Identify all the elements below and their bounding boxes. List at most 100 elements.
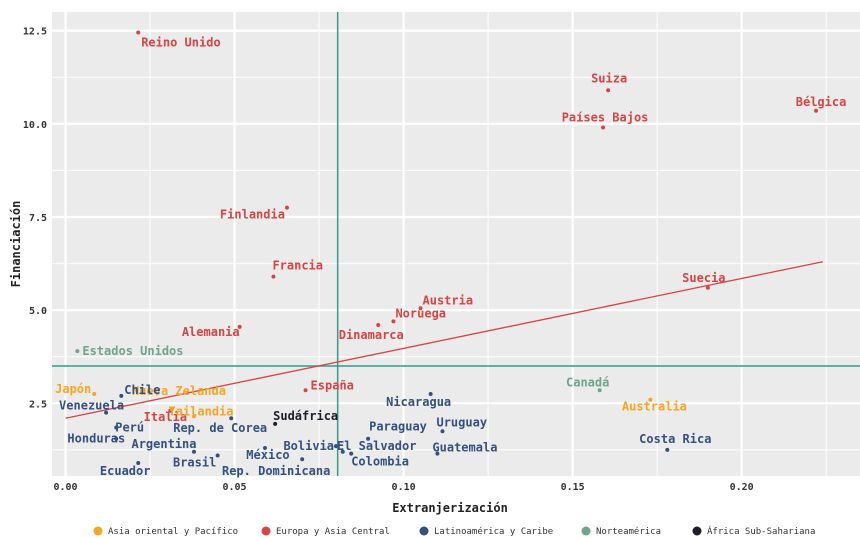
data-point [333,444,338,449]
data-point-label: Japón [55,382,91,396]
data-point [814,108,819,113]
data-point-label: Estados Unidos [82,344,183,358]
data-point [170,406,175,411]
data-point [418,306,423,311]
data-point [229,416,234,421]
data-point-label: Honduras [67,432,125,446]
legend-swatch [419,526,429,536]
legend-swatch [261,526,271,536]
x-tick-label: 0.00 [53,482,77,493]
data-point [191,414,196,419]
plot-panel [52,12,860,476]
data-point-label: Bélgica [796,95,847,109]
data-point [606,88,611,93]
data-point [597,388,602,393]
trend-line-group [65,261,823,419]
x-tick-labels: 0.00 0.05 0.10 0.15 0.20 [53,482,753,493]
data-point-label: Finlandia [220,208,285,222]
data-point [114,425,119,430]
data-point-label: Brasil [173,456,216,470]
x-tick-label: 0.20 [730,482,754,493]
data-point-label: Australia [622,400,687,414]
data-point-label: España [311,378,354,392]
data-point [300,457,305,462]
y-tick-label: 10.0 [23,120,47,131]
data-point [136,30,141,35]
data-point-label: Suiza [591,71,627,85]
data-point-label: Costa Rica [639,432,711,446]
data-point [284,205,289,210]
data-point-label: Rep. de Corea [173,421,267,435]
data-point-label: Sudáfrica [273,409,338,423]
x-tick-label: 0.15 [561,482,585,493]
data-point-label: Bolivia [283,439,334,453]
data-point [435,451,440,456]
y-tick-label: 12.5 [23,27,47,38]
legend-label: África Sub-Sahariana [707,525,815,537]
data-point-label: Guatemala [432,441,497,455]
data-point [705,285,710,290]
data-point [349,451,354,456]
data-point [119,393,124,398]
x-axis-title: Extranjerización [392,501,508,515]
reference-lines [52,12,860,476]
legend-swatch [692,526,702,536]
data-point-label: Tailandia [168,404,233,418]
legend-item: Europa y Asia Central [261,526,390,537]
y-axis-title: Financiación [9,201,23,288]
legend-item: Latinoamérica y Caribe [419,526,553,537]
legend-label: Norteamérica [596,526,661,537]
data-point [273,421,278,426]
data-point [648,397,653,402]
legend-swatch [581,526,591,536]
data-point-label: Ecuador [100,464,151,478]
data-point [262,446,267,451]
data-point-label: Paraguay [369,420,427,434]
data-point [391,319,396,324]
data-point [114,436,119,441]
data-point-label: Países Bajos [562,111,649,125]
data-point-label: Colombia [351,455,409,469]
point-labels: Reino Unido Suiza Países Bajos Bélgica Finla… [55,35,846,478]
data-point [104,410,109,415]
data-point [340,449,345,454]
data-point [376,323,381,328]
legend-item: Asia oriental y Pacífico [93,526,238,537]
y-tick-label: 7.5 [29,213,47,224]
data-point-label: Perú [115,421,144,435]
data-point [237,324,242,329]
data-point-label: Canadá [566,375,609,389]
data-point [428,392,433,397]
data-point [665,447,670,452]
x-tick-label: 0.05 [223,482,247,493]
y-tick-label: 5.0 [29,306,47,317]
x-tick-label: 0.10 [392,482,416,493]
data-point [601,125,606,130]
data-point [440,429,445,434]
data-point-label: Chile [124,383,160,397]
data-point-label: Suecia [682,271,725,285]
data-point [366,436,371,441]
data-point-label: Venezuela [59,399,124,413]
data-point-label: Reino Unido [141,35,220,49]
data-point [92,392,97,397]
data-point-label: México [246,448,289,462]
data-point [136,460,141,465]
data-point [215,453,220,458]
legend: Asia oriental y Pacífico Europa y Asia Ce… [93,525,815,537]
data-point-label: Austria [423,293,474,307]
data-point-label: Nueva Zelanda [132,384,226,398]
data-point [191,449,196,454]
legend-label: Europa y Asia Central [276,527,390,537]
legend-item: Norteamérica [581,526,661,537]
y-tick-labels: 2.5 5.0 7.5 10.0 12.5 [23,27,47,411]
trend-line [65,261,823,419]
data-point [75,349,80,354]
legend-item: África Sub-Sahariana [692,525,815,537]
data-point [271,274,276,279]
data-points [75,30,819,465]
legend-label: Latinoamérica y Caribe [434,526,553,537]
legend-swatch [93,526,103,536]
y-tick-label: 2.5 [29,399,47,410]
